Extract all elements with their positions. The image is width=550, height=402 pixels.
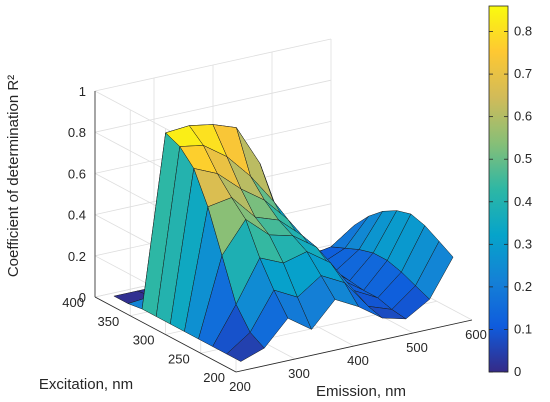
z-axis-label: Coefficient of determination R² — [5, 75, 22, 277]
emission-tick-label: 300 — [288, 366, 310, 381]
emission-tick-label: 600 — [465, 327, 487, 342]
colorbar-tick-label: 0 — [514, 364, 521, 379]
colorbar-tick-label: 0.1 — [514, 321, 532, 336]
excitation-tick-label: 200 — [203, 370, 225, 385]
colorbar-tick-label: 0.8 — [514, 24, 532, 39]
z-tick-label: 0 — [79, 290, 86, 305]
emission-tick-label: 500 — [406, 340, 428, 355]
z-tick-label: 1 — [79, 84, 86, 99]
colorbar-ticks: 0 0.1 0.2 0.3 0.4 0.5 0.6 0.7 0.8 — [489, 24, 532, 379]
z-tick-label: 0.6 — [68, 166, 86, 181]
z-tick-label: 0.8 — [68, 125, 86, 140]
emission-axis-line — [235, 319, 473, 373]
grid-line — [94, 79, 332, 133]
z-tick-label: 0.4 — [68, 208, 86, 223]
surface-plot — [113, 124, 454, 362]
excitation-tick-label: 300 — [133, 333, 155, 348]
colorbar-tick-label: 0.5 — [514, 151, 532, 166]
emission-tick-label: 400 — [347, 353, 369, 368]
colorbar-tick-label: 0.7 — [514, 66, 532, 81]
colorbar-tick-label: 0.6 — [514, 109, 532, 124]
axis-ticks: 0 0.2 0.4 0.6 0.8 1 200 250 300 350 400 200 300 400 50… — [62, 84, 487, 394]
excitation-tick-label: 250 — [168, 351, 190, 366]
emission-tick-label: 200 — [229, 379, 251, 394]
colorbar-tick-label: 0.3 — [514, 236, 532, 251]
excitation-tick-label: 400 — [62, 295, 84, 310]
excitation-tick-label: 350 — [98, 314, 120, 329]
colorbar-tick-label: 0.4 — [514, 194, 532, 209]
grid-line — [94, 38, 332, 92]
colorbar — [488, 5, 509, 373]
colorbar-tick-label: 0.2 — [514, 279, 532, 294]
excitation-axis-label: Excitation, nm — [39, 376, 133, 393]
z-tick-label: 0.2 — [68, 249, 86, 264]
excitation-axis-line — [94, 296, 237, 373]
surface-patch — [415, 240, 454, 300]
emission-axis-label: Emission, nm — [316, 383, 406, 400]
